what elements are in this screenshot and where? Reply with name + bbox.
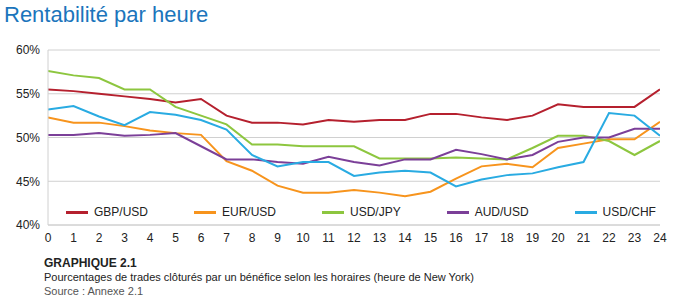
svg-text:5: 5 (172, 231, 179, 245)
svg-text:11: 11 (322, 231, 335, 245)
svg-text:55%: 55% (16, 87, 40, 101)
html-text:USD/CHF: USD/CHF (602, 205, 656, 219)
svg-text:17: 17 (475, 231, 489, 245)
svg-text:20: 20 (551, 231, 565, 245)
html-text:EUR/USD: EUR/USD (222, 205, 276, 219)
html-text:GBP/USD: GBP/USD (94, 205, 148, 219)
svg-text:10: 10 (296, 231, 310, 245)
svg-text:13: 13 (373, 231, 387, 245)
svg-text:45%: 45% (16, 175, 40, 189)
svg-text:23: 23 (628, 231, 642, 245)
html-text:Pourcentages de trades clôturé: Pourcentages de trades clôturés par un b… (44, 271, 474, 283)
svg-text:6: 6 (198, 231, 205, 245)
svg-text:4: 4 (147, 231, 154, 245)
svg-text:3: 3 (121, 231, 128, 245)
svg-text:18: 18 (500, 231, 514, 245)
svg-text:19: 19 (526, 231, 540, 245)
svg-text:16: 16 (449, 231, 463, 245)
html-text:USD/JPY: USD/JPY (350, 205, 401, 219)
svg-text:0: 0 (45, 231, 52, 245)
svg-text:50%: 50% (16, 131, 40, 145)
svg-text:15: 15 (424, 231, 438, 245)
svg-text:2: 2 (96, 231, 103, 245)
svg-text:8: 8 (249, 231, 256, 245)
svg-text:7: 7 (223, 231, 230, 245)
svg-text:14: 14 (398, 231, 412, 245)
html-text:Source : Annexe 2.1: Source : Annexe 2.1 (44, 285, 144, 297)
svg-text:40%: 40% (16, 218, 40, 232)
svg-text:60%: 60% (16, 43, 40, 57)
svg-text:12: 12 (347, 231, 361, 245)
svg-text:21: 21 (577, 231, 591, 245)
html-text:GRAPHIQUE 2.1: GRAPHIQUE 2.1 (44, 256, 137, 270)
html-text:AUD/USD: AUD/USD (474, 205, 529, 219)
svg-text:24: 24 (653, 231, 667, 245)
html-text:Rentabilité par heure: Rentabilité par heure (4, 2, 209, 27)
svg-text:22: 22 (602, 231, 616, 245)
svg-text:9: 9 (274, 231, 281, 245)
svg-text:1: 1 (70, 231, 77, 245)
